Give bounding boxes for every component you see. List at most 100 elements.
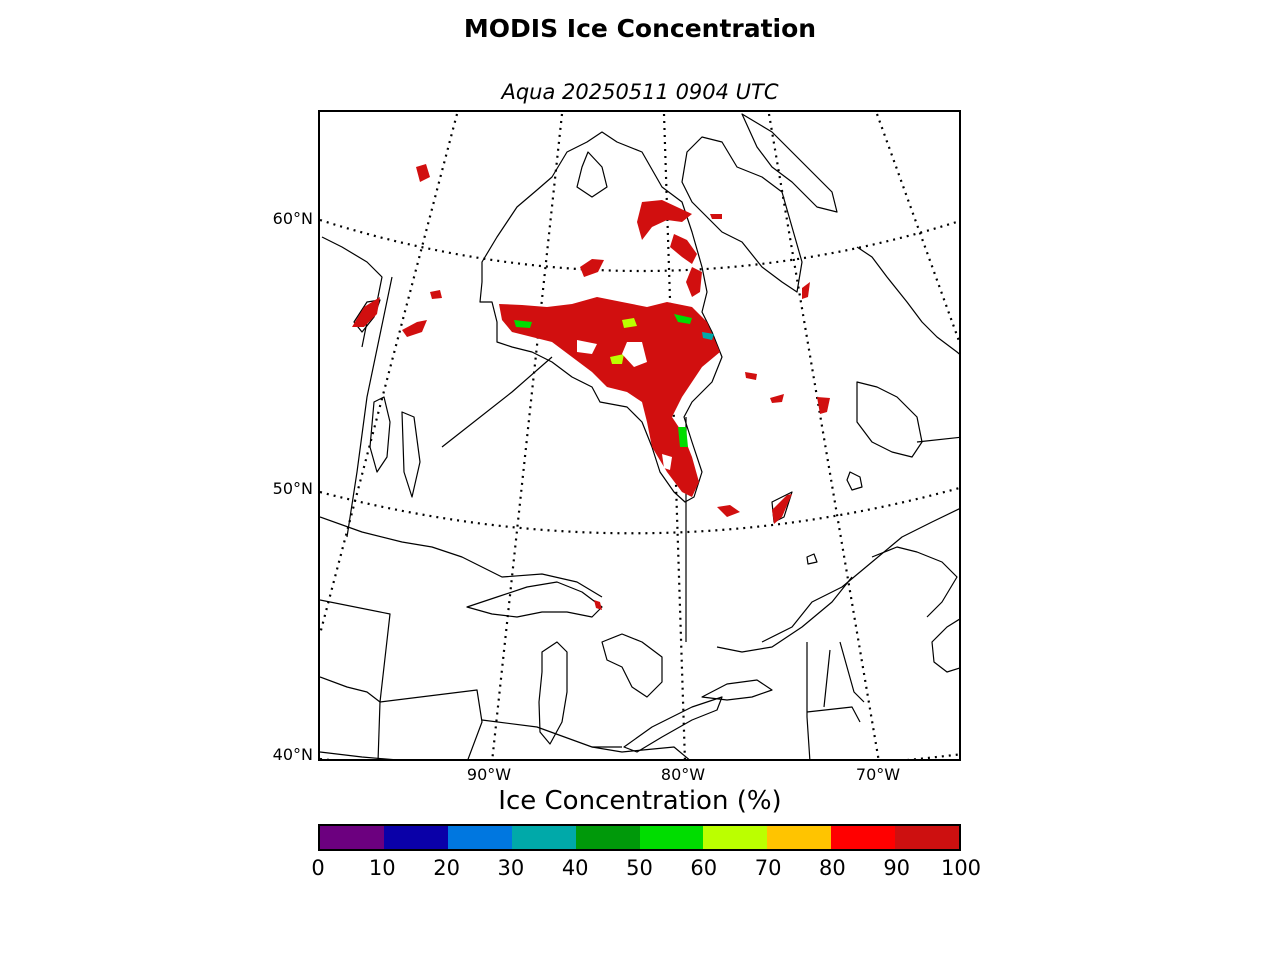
colorbar-tick-label: 70 <box>754 856 782 880</box>
lake-winnipeg <box>369 396 391 473</box>
colorbar-tick-label: 30 <box>497 856 525 880</box>
open-water-3 <box>662 454 672 470</box>
colorbar-tick-label: 20 <box>433 856 460 880</box>
st-lawrence-south <box>716 576 853 653</box>
ice-patch-north-4 <box>710 214 722 219</box>
ice-patch-green-2 <box>674 314 692 324</box>
lake-a <box>846 471 863 491</box>
southampton-island <box>576 151 608 198</box>
lon-label-80w: 80°W <box>660 765 706 784</box>
gaspe <box>871 546 958 618</box>
ice-patch-north-3 <box>637 200 692 240</box>
state-line-2 <box>320 676 483 759</box>
st-lawrence-north <box>761 508 959 643</box>
colorbar-tick-label: 60 <box>690 856 718 880</box>
lake-manitoba <box>401 411 421 498</box>
ice-patch-green-1 <box>514 320 532 328</box>
state-line-6 <box>823 649 831 708</box>
us-canada-border <box>320 516 603 598</box>
ice-patch-lake-3 <box>402 320 427 337</box>
colorbar-segment <box>895 826 960 849</box>
parallel-40 <box>320 753 959 759</box>
graticule <box>320 113 959 759</box>
ice-concentration-layer <box>352 164 830 610</box>
ice-patch-quebec-2 <box>772 494 792 524</box>
manitoba-ontario-border <box>441 356 553 448</box>
colorbar-tick-label: 10 <box>368 856 396 880</box>
open-water-1 <box>622 342 647 367</box>
baffin-south <box>741 113 838 213</box>
colorbar-tick-label: 50 <box>626 856 653 880</box>
ice-patch-yellow-2 <box>610 354 624 364</box>
meridian-65w <box>875 113 959 345</box>
ice-patch-belcher <box>580 259 604 277</box>
state-line-5 <box>806 706 861 723</box>
ice-patch-lake-4 <box>430 290 442 299</box>
ice-patch-teal-1 <box>702 332 714 340</box>
meridian-95w <box>320 113 459 635</box>
ice-patch-green-3 <box>678 427 688 447</box>
colorbar-segment <box>831 826 896 849</box>
ice-patch-north-2 <box>686 267 702 297</box>
colorbar-segment <box>511 826 576 849</box>
meridian-90w <box>491 113 564 759</box>
colorbar-segment <box>639 826 704 849</box>
lon-label-70w: 70°W <box>855 765 901 784</box>
open-water-2 <box>577 340 597 354</box>
ungava-peninsula <box>681 136 803 293</box>
colorbar-segment <box>383 826 448 849</box>
state-line-7 <box>839 641 865 703</box>
figure-subtitle: Aqua 20250511 0904 UTC <box>501 80 779 104</box>
labrador-coast <box>856 246 959 355</box>
state-line-4 <box>806 642 811 759</box>
ice-patch-quebec-1 <box>717 505 740 517</box>
newfoundland-north <box>856 381 923 458</box>
state-line-9 <box>591 746 690 759</box>
colorbar-tick-label: 90 <box>883 856 911 880</box>
figure-title: MODIS Ice Concentration <box>463 14 817 43</box>
colorbar-segment <box>767 826 832 849</box>
colorbar-tick-label: 80 <box>819 856 846 880</box>
colorbar-tick-label: 40 <box>561 856 589 880</box>
nova-scotia <box>931 618 959 673</box>
state-line-8 <box>320 751 394 759</box>
lat-label-60n: 60°N <box>272 209 313 228</box>
state-line-3 <box>481 719 622 748</box>
lake-huron <box>601 633 663 698</box>
hudson-bay-ice <box>499 297 720 497</box>
colorbar-title: Ice Concentration (%) <box>498 786 782 816</box>
ice-patch-lake-1 <box>416 164 430 182</box>
saskatchewan-manitoba-border <box>346 276 393 538</box>
lon-label-90w: 90°W <box>466 765 512 784</box>
lake-ontario <box>701 679 773 701</box>
lat-label-40n: 40°N <box>272 745 313 764</box>
hudson-bay-outline <box>479 131 723 503</box>
map-panel <box>318 110 961 761</box>
ice-patch-lake-2 <box>352 297 380 327</box>
colorbar-segment <box>703 826 768 849</box>
colorbar-tick-label: 100 <box>940 856 982 880</box>
lake-erie <box>623 696 723 753</box>
colorbar-segment <box>575 826 640 849</box>
ice-patch-quebec-6 <box>802 282 810 299</box>
ice-patch-quebec-3 <box>745 372 757 380</box>
lake-superior <box>466 581 603 618</box>
lake-michigan <box>538 641 568 745</box>
lat-label-50n: 50°N <box>272 479 313 498</box>
parallel-50 <box>320 486 959 535</box>
lake-c <box>806 553 818 565</box>
ice-patch-quebec-4 <box>770 394 784 403</box>
manitoba-coast <box>321 236 383 348</box>
colorbar-tick-label: 0 <box>311 856 325 880</box>
map-canvas <box>320 113 959 759</box>
ice-patch-north-1 <box>670 234 697 264</box>
state-line-1 <box>320 599 391 759</box>
ice-patch-superior <box>594 600 602 610</box>
colorbar-segment <box>320 826 384 849</box>
colorbar-segment <box>447 826 512 849</box>
labrador-quebec-border <box>916 436 959 443</box>
ice-patch-quebec-5 <box>817 397 830 414</box>
meridian-80w <box>662 113 687 759</box>
ice-patch-yellow-1 <box>622 318 637 328</box>
coastlines <box>320 113 959 759</box>
